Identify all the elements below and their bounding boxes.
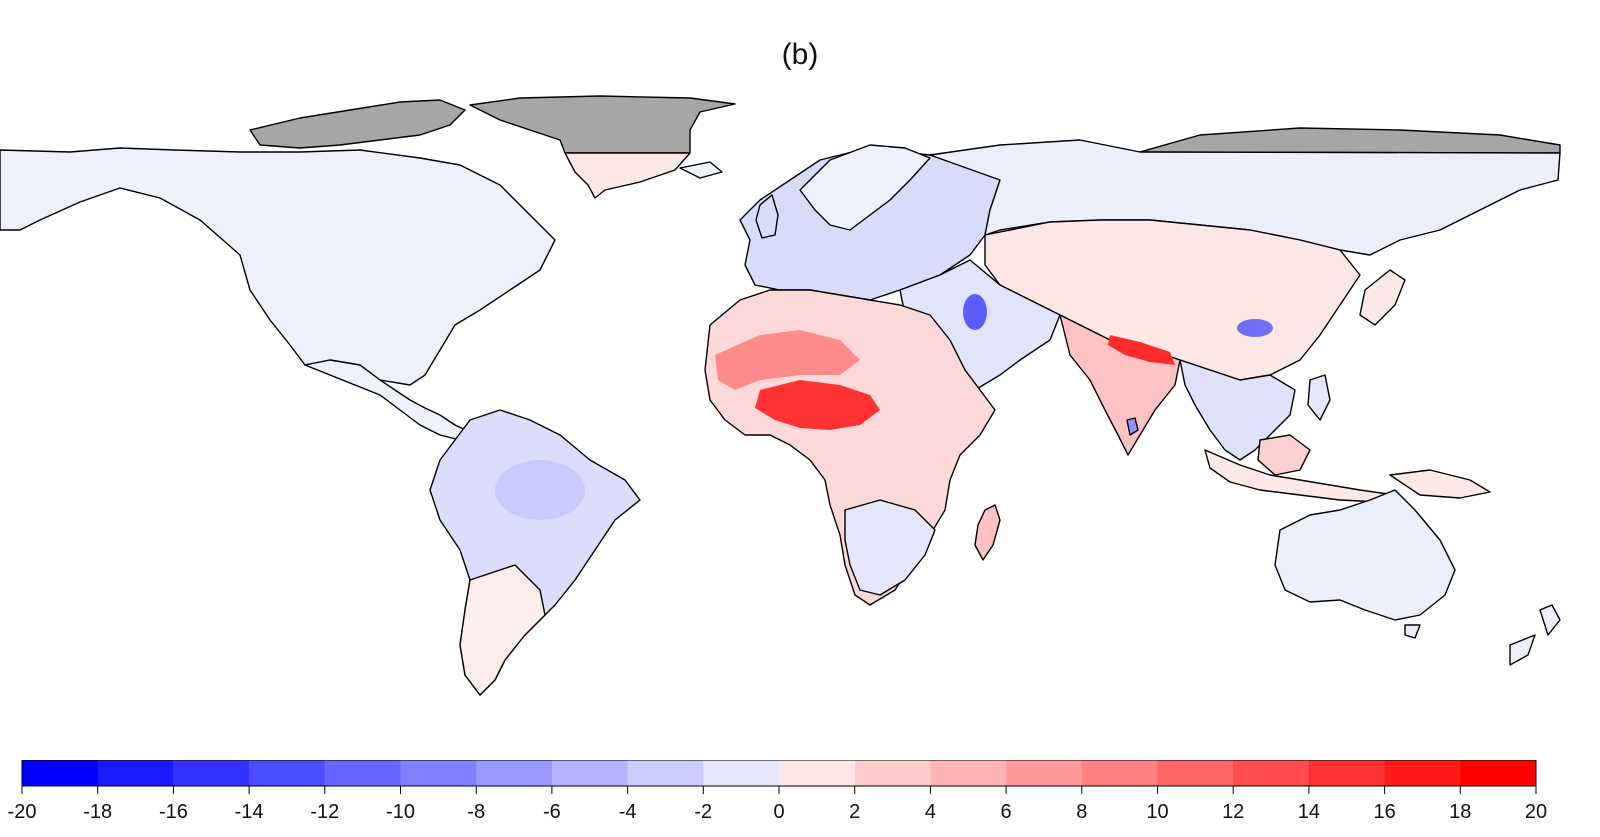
- colorbar-tick-label-20: 20: [1525, 801, 1547, 823]
- colorbar-bin-13: [1006, 760, 1083, 786]
- colorbar-bin-10: [779, 760, 856, 786]
- colorbar-tick-label-14: 8: [1076, 801, 1087, 823]
- land-greenland-nodata: [469, 95, 736, 154]
- anomaly-china: [1237, 319, 1273, 337]
- colorbar-tick-label-17: 14: [1298, 801, 1320, 823]
- colorbar-bin-3: [249, 760, 326, 786]
- colorbar-tick-label-1: -18: [83, 801, 112, 823]
- land-masses: [0, 95, 1561, 696]
- colorbar-tick-label-2: -16: [159, 801, 188, 823]
- anomaly-iraq: [963, 294, 987, 330]
- colorbar-bin-14: [1081, 760, 1158, 786]
- land-west-africa: [715, 330, 860, 390]
- colorbar-bin-0: [22, 760, 99, 786]
- land-borneo: [1257, 434, 1311, 476]
- colorbar-bin-5: [400, 760, 477, 786]
- land-australia: [1274, 489, 1456, 621]
- land-southern-africa: [844, 499, 936, 596]
- land-japan: [1359, 269, 1406, 326]
- world-map: [0, 95, 1561, 696]
- land-sahel-hotspot: [755, 380, 880, 430]
- colorbar-bin-11: [854, 760, 931, 786]
- land-russia-nodata: [1139, 127, 1561, 154]
- colorbar-tick-label-8: -4: [619, 801, 637, 823]
- land-new-guinea: [1389, 469, 1491, 499]
- colorbar-tick-label-11: 2: [849, 801, 860, 823]
- land-arctic-islands: [249, 99, 466, 149]
- colorbar-tick-label-5: -10: [386, 801, 415, 823]
- colorbar-tick-label-13: 6: [1001, 801, 1012, 823]
- colorbar-bin-19: [1460, 760, 1537, 786]
- colorbar-bins: [22, 760, 1537, 786]
- land-central-america: [304, 359, 471, 441]
- colorbar-tick-label-18: 16: [1373, 801, 1395, 823]
- colorbar-tick-label-10: 0: [773, 801, 784, 823]
- colorbar-bin-1: [97, 760, 174, 786]
- colorbar-tick-label-19: 18: [1449, 801, 1471, 823]
- land-central-asia: [984, 219, 1361, 381]
- land-uk: [755, 194, 779, 239]
- land-new-zealand: [1539, 604, 1561, 636]
- colorbar-bin-4: [324, 760, 401, 786]
- colorbar-bin-6: [476, 760, 553, 786]
- panel-label: (b): [781, 38, 819, 71]
- colorbar-bin-9: [703, 760, 780, 786]
- colorbar-tick-label-7: -6: [543, 801, 561, 823]
- land-tasmania: [1404, 624, 1421, 639]
- colorbar-bin-8: [627, 760, 704, 786]
- land-ganges-hotspot: [1108, 335, 1175, 365]
- colorbar-bin-12: [930, 760, 1007, 786]
- colorbar-tick-label-6: -8: [467, 801, 485, 823]
- colorbar-bin-15: [1157, 760, 1234, 786]
- colorbar-tick-label-4: -12: [310, 801, 339, 823]
- land-scandinavia: [799, 144, 931, 231]
- land-north-america: [0, 147, 556, 386]
- colorbar-bin-17: [1308, 760, 1386, 786]
- land-new-zealand-south: [1509, 634, 1536, 666]
- colorbar-tick-label-15: 10: [1146, 801, 1168, 823]
- colorbar-bin-7: [551, 760, 629, 786]
- colorbar-bin-18: [1384, 760, 1461, 786]
- colorbar: -20 -18 -16 -14 -12 -10 -8 -6 -4 -2 0 2 4 6 8 10 12 14 16 1…: [8, 760, 1547, 823]
- land-madagascar: [974, 504, 1001, 561]
- land-south-america-south: [459, 564, 546, 696]
- colorbar-ticks: -20 -18 -16 -14 -12 -10 -8 -6 -4 -2 0 2 4 6 8 10 12 14 16 1…: [8, 786, 1547, 823]
- land-greenland: [564, 152, 691, 199]
- colorbar-tick-label-3: -14: [235, 801, 264, 823]
- colorbar-tick-label-16: 12: [1222, 801, 1244, 823]
- land-iceland: [679, 161, 723, 179]
- colorbar-tick-label-12: 4: [925, 801, 936, 823]
- colorbar-bin-2: [173, 760, 250, 786]
- land-philippines: [1307, 374, 1331, 421]
- colorbar-bin-16: [1233, 760, 1310, 786]
- colorbar-tick-label-0: -20: [8, 801, 37, 823]
- blue-anomalies: [495, 294, 1273, 520]
- land-sri-lanka: [1126, 417, 1139, 436]
- colorbar-tick-label-9: -2: [694, 801, 712, 823]
- anomaly-amazon: [495, 460, 585, 520]
